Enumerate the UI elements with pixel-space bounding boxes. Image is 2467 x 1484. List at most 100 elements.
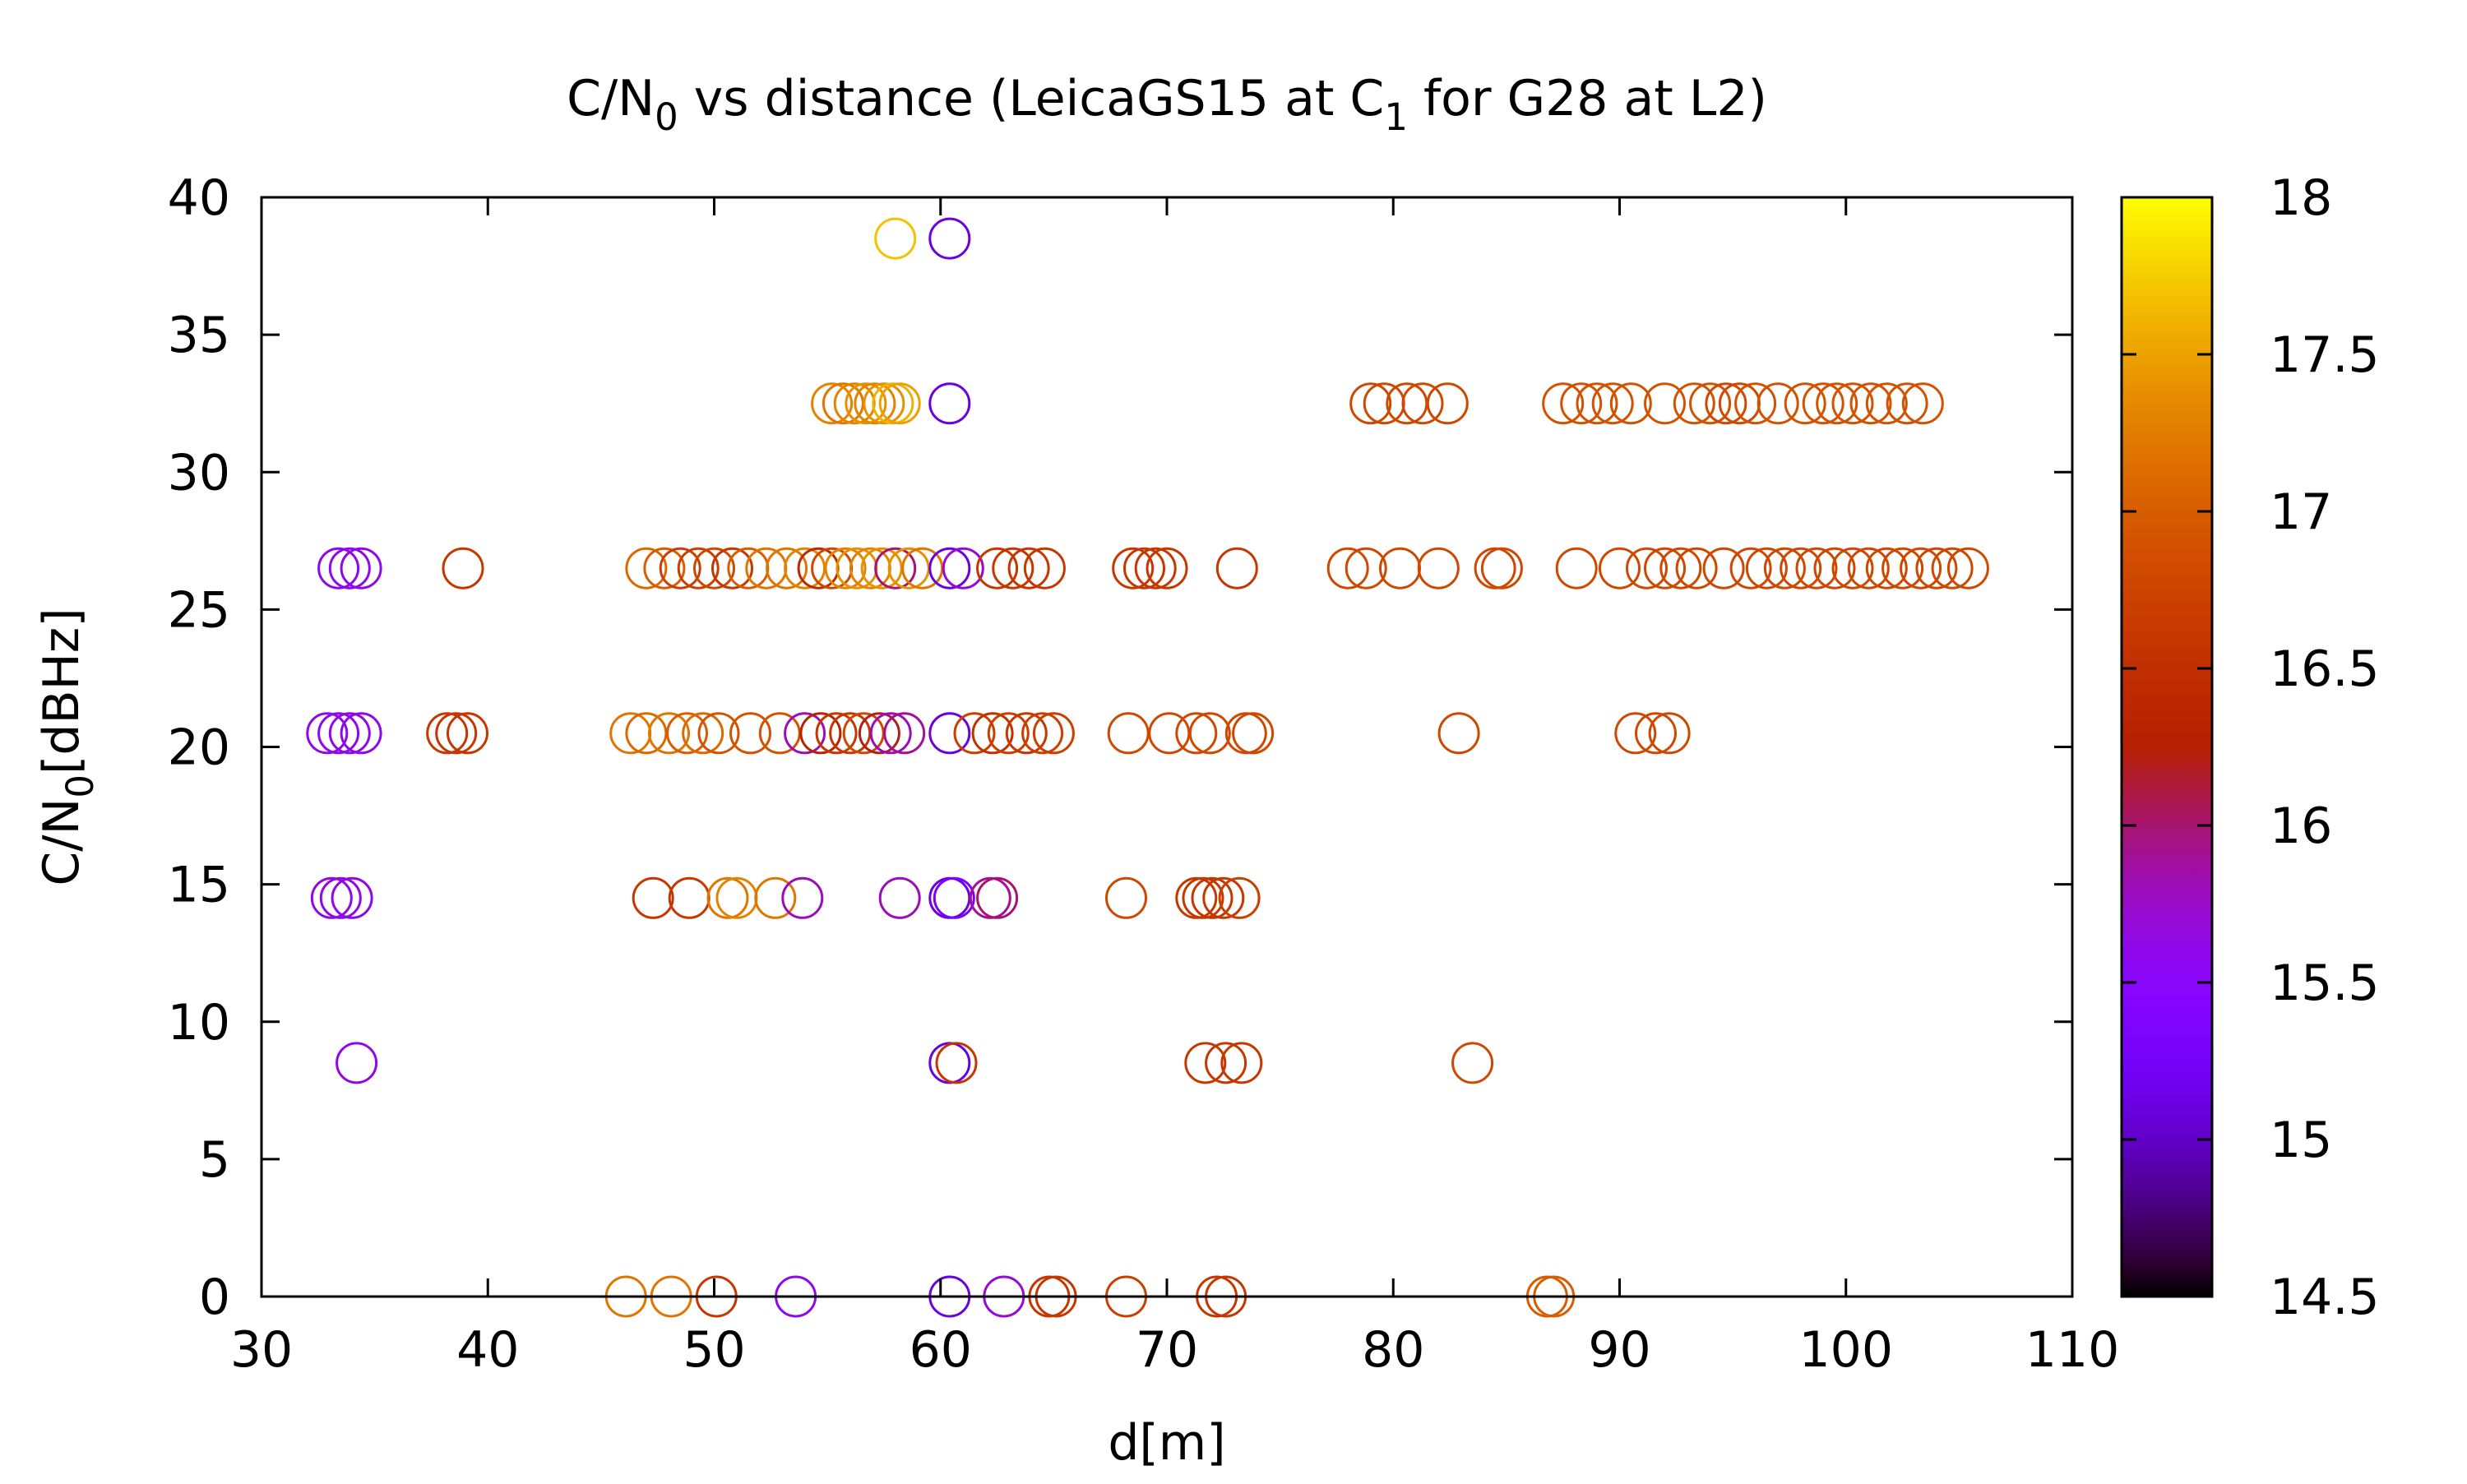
data-point xyxy=(781,876,824,919)
data-point xyxy=(1134,547,1177,589)
data-point xyxy=(754,876,797,919)
data-point xyxy=(858,712,900,755)
data-point xyxy=(1946,547,1989,589)
x-tick-label: 70 xyxy=(1136,1321,1198,1379)
title-part: 1 xyxy=(1384,95,1408,139)
y-tick-label: 20 xyxy=(168,719,230,777)
data-point xyxy=(729,712,771,755)
data-point xyxy=(766,547,808,589)
y-tick-label: 40 xyxy=(168,169,230,227)
data-point xyxy=(1386,382,1428,425)
data-point xyxy=(1644,382,1686,425)
data-point xyxy=(992,547,1034,589)
data-point xyxy=(1931,547,1974,589)
data-point xyxy=(1831,382,1874,425)
colorbar-tick-label: 15.5 xyxy=(2270,955,2380,1012)
data-point xyxy=(1220,1042,1263,1084)
title-part: C/N xyxy=(567,70,655,127)
data-point xyxy=(306,712,349,755)
y-tick-label: 35 xyxy=(168,307,230,364)
data-point xyxy=(1146,547,1188,589)
data-point xyxy=(815,712,858,755)
data-point xyxy=(442,547,484,589)
data-point xyxy=(976,547,1019,589)
data-point xyxy=(625,547,668,589)
data-point xyxy=(1729,547,1772,589)
data-point xyxy=(935,1042,978,1084)
data-point xyxy=(1345,547,1387,589)
data-point xyxy=(1802,382,1844,425)
data-point xyxy=(799,712,842,755)
data-point xyxy=(693,547,735,589)
data-point xyxy=(824,547,867,589)
data-point xyxy=(1831,547,1874,589)
data-point xyxy=(883,712,926,755)
data-point xyxy=(1007,547,1050,589)
y-tick-label: 15 xyxy=(168,857,230,914)
data-point xyxy=(1560,382,1603,425)
data-point xyxy=(1023,547,1066,589)
colorbar-tick-label: 14.5 xyxy=(2270,1269,2380,1326)
data-point xyxy=(1437,712,1480,755)
data-point xyxy=(1635,712,1677,755)
x-tick-label: 110 xyxy=(2025,1321,2120,1379)
data-point xyxy=(1542,382,1585,425)
data-point xyxy=(697,712,740,755)
data-point xyxy=(1881,547,1924,589)
data-point xyxy=(1188,712,1231,755)
data-point xyxy=(668,876,710,919)
data-point xyxy=(711,547,753,589)
data-point xyxy=(328,712,371,755)
data-point xyxy=(971,712,1014,755)
data-point xyxy=(854,382,896,425)
data-point xyxy=(1648,712,1691,755)
data-point xyxy=(1849,382,1892,425)
colorbar-tick-label: 16.5 xyxy=(2270,640,2380,698)
data-point xyxy=(1005,712,1048,755)
data-point xyxy=(1112,547,1155,589)
title-part: vs distance (LeicaGS15 at C xyxy=(678,70,1385,127)
data-point xyxy=(1689,382,1732,425)
data-point xyxy=(1202,876,1245,919)
data-point xyxy=(1032,712,1075,755)
data-point xyxy=(784,712,826,755)
data-point xyxy=(1401,382,1444,425)
data-point xyxy=(1426,382,1469,425)
y-tick-label: 10 xyxy=(168,994,230,1052)
data-point xyxy=(1784,382,1826,425)
data-point xyxy=(1865,547,1908,589)
data-point xyxy=(1021,712,1064,755)
data-point xyxy=(1599,547,1641,589)
data-point xyxy=(1813,547,1856,589)
data-point xyxy=(1105,876,1147,919)
data-point xyxy=(659,547,701,589)
x-axis: 30 40 50 60 70 80 90 100 110 d[m] xyxy=(230,197,2119,1472)
x-tick-label: 60 xyxy=(910,1321,972,1379)
data-point xyxy=(336,1042,378,1084)
data-point xyxy=(1191,876,1234,919)
chart-title-text: C/N0 vs distance (LeicaGS15 at C1 for G2… xyxy=(567,70,1767,139)
title-part: for G28 at L2) xyxy=(1408,70,1767,127)
data-point xyxy=(1215,547,1258,589)
data-point xyxy=(317,712,360,755)
data-point xyxy=(682,712,724,755)
data-point xyxy=(1123,547,1165,589)
data-point xyxy=(901,547,944,589)
data-point xyxy=(331,876,373,919)
data-point xyxy=(1847,547,1890,589)
colorbar-frame xyxy=(2120,196,2214,1298)
data-point xyxy=(1451,1042,1494,1084)
data-point xyxy=(1576,382,1618,425)
data-point xyxy=(1865,382,1908,425)
data-point xyxy=(878,876,921,919)
data-point xyxy=(863,382,905,425)
plot-frame xyxy=(260,196,2074,1298)
data-point xyxy=(1901,382,1944,425)
y-tick-label: 30 xyxy=(168,444,230,502)
data-point xyxy=(928,382,971,425)
data-point xyxy=(1107,712,1150,755)
data-point xyxy=(447,712,488,755)
data-point xyxy=(1349,382,1392,425)
data-point xyxy=(666,712,708,755)
